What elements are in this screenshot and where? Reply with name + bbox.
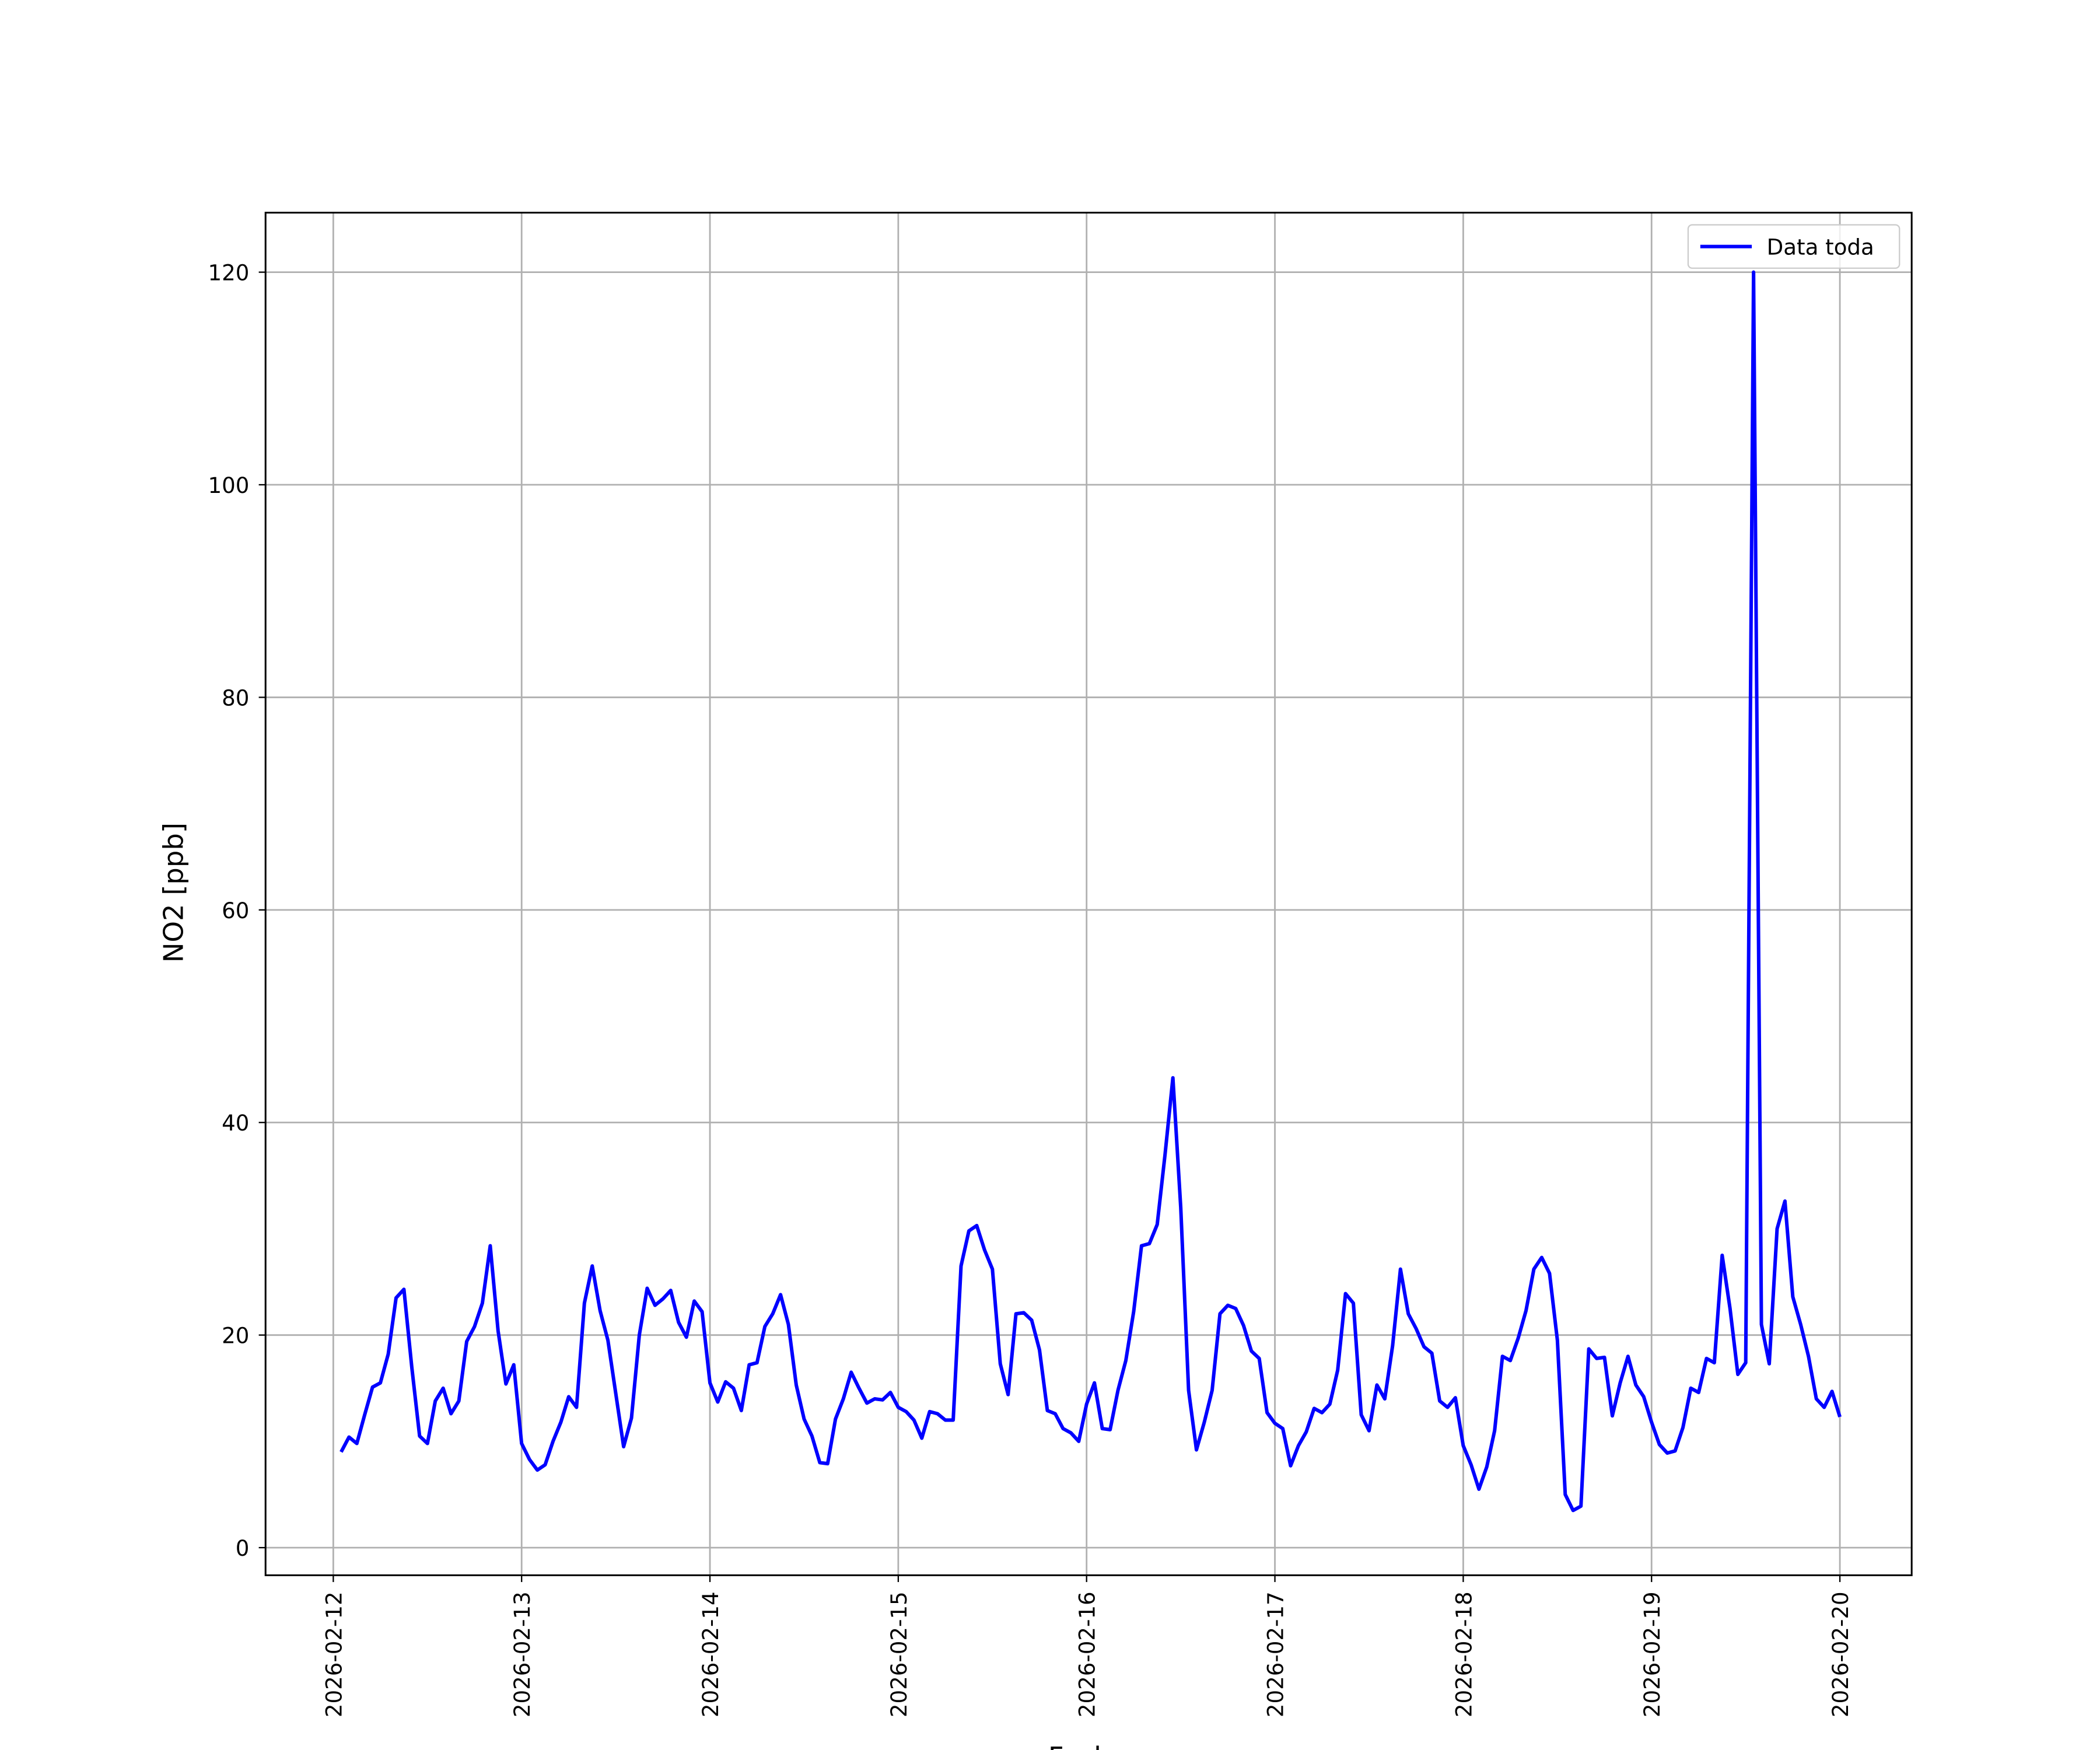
y-tick-label: 100 xyxy=(208,473,249,498)
legend-label: Data toda xyxy=(1767,235,1874,260)
x-tick-label: 2026-02-15 xyxy=(887,1591,912,1717)
data-line xyxy=(340,270,1842,1513)
x-tick-label: 2026-02-18 xyxy=(1451,1591,1476,1717)
x-tick-label: 2026-02-20 xyxy=(1828,1591,1853,1717)
y-tick-label: 40 xyxy=(222,1111,249,1136)
x-axis-label: Fecha xyxy=(1048,1741,1128,1750)
y-tick-label: 0 xyxy=(236,1536,250,1561)
x-tick-label: 2026-02-16 xyxy=(1075,1591,1100,1717)
plot-area xyxy=(340,270,1842,1513)
x-tick-label: 2026-02-12 xyxy=(321,1591,346,1717)
x-tick-label: 2026-02-13 xyxy=(510,1591,535,1717)
y-tick-label: 120 xyxy=(208,261,249,286)
legend-box xyxy=(1687,224,1901,269)
y-tick-label: 20 xyxy=(222,1324,249,1349)
y-tick-label: 80 xyxy=(222,685,249,710)
x-tick-label: 2026-02-17 xyxy=(1263,1591,1288,1717)
y-axis-label: NO2 [ppb] xyxy=(158,822,190,963)
axes-frame xyxy=(264,212,1913,1576)
y-tick-label: 60 xyxy=(222,898,249,923)
x-tick-label: 2026-02-14 xyxy=(698,1591,723,1717)
x-tick-label: 2026-02-19 xyxy=(1640,1591,1665,1717)
